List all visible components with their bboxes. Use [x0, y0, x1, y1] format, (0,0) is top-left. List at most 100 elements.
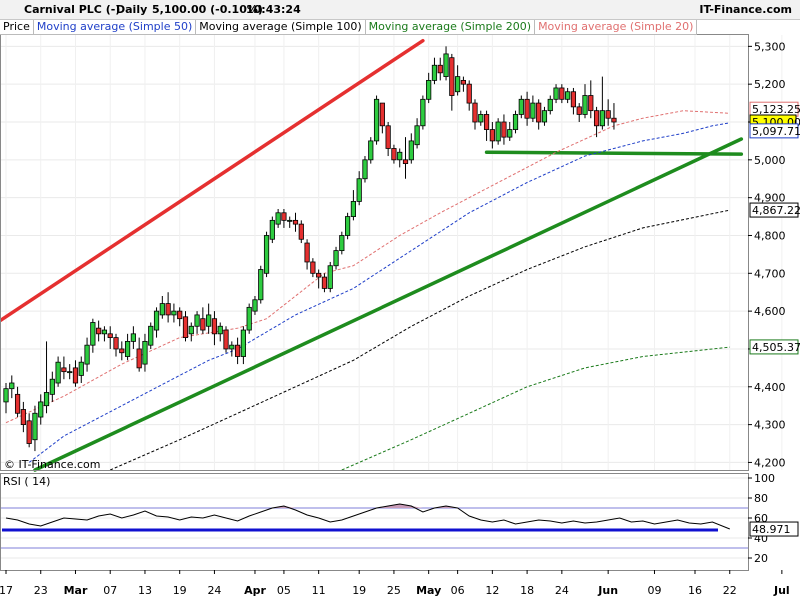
- legend-sma-200[interactable]: Moving average (Simple 200): [365, 20, 536, 35]
- candle-body: [107, 333, 113, 339]
- candle-body: [159, 303, 165, 316]
- trend-lines: [0, 38, 744, 472]
- candle-body: [611, 117, 617, 123]
- candle-body: [32, 412, 38, 441]
- candle-body: [472, 102, 478, 123]
- candle-body: [379, 102, 385, 127]
- value-tag-label: 5,123.25: [752, 103, 800, 116]
- candle-body: [96, 327, 102, 335]
- candle-body: [316, 272, 322, 278]
- candle-body: [391, 148, 397, 161]
- candle-body: [38, 401, 44, 418]
- candle-body: [55, 361, 61, 384]
- candle-body: [188, 325, 194, 335]
- candle-body: [240, 329, 246, 357]
- candle-body: [200, 318, 206, 331]
- time-tick-label: 12: [485, 584, 499, 597]
- candle-body: [460, 79, 467, 85]
- candle-body: [483, 114, 490, 130]
- candle-body: [153, 310, 160, 331]
- candle-body: [67, 371, 73, 374]
- time-tick-label: 05: [277, 584, 291, 597]
- price-tick-label: 4,700: [754, 267, 786, 280]
- clock: 10:43:24: [246, 3, 301, 16]
- legend-sma-100[interactable]: Moving average (Simple 100): [196, 20, 366, 35]
- candle-body: [605, 110, 611, 119]
- candle-body: [9, 382, 15, 390]
- candle-body: [350, 201, 357, 217]
- candle-body: [14, 393, 21, 414]
- time-tick-label: 25: [387, 584, 401, 597]
- candle-body: [3, 388, 9, 403]
- candle-body: [437, 64, 443, 74]
- candle-body: [524, 98, 530, 119]
- candle-body: [124, 340, 131, 357]
- candle-body: [136, 348, 142, 369]
- candle-body: [310, 261, 316, 274]
- candle-body: [512, 114, 519, 130]
- time-tick-label: 06: [451, 584, 465, 597]
- candle-body: [576, 106, 582, 115]
- candle-body: [113, 337, 119, 350]
- value-tags: 5,123.255,100.005,097.714,867.224,505.37…: [749, 101, 800, 537]
- price-tick-label: 4,900: [754, 192, 786, 205]
- legend-sma-20[interactable]: Moving average (Simple 20): [535, 20, 698, 35]
- candle-body: [373, 98, 380, 142]
- candle-body: [362, 159, 368, 180]
- rsi-value-tag-label: 48.971: [752, 523, 791, 536]
- sma-50-line: [28, 122, 730, 463]
- candle-body: [333, 250, 339, 267]
- time-tick-label: Apr: [244, 584, 266, 597]
- candle-body: [258, 269, 264, 301]
- period-label: Daily: [116, 3, 148, 16]
- time-tick-label: 13: [138, 584, 152, 597]
- candle-body: [431, 64, 438, 81]
- candle-body: [530, 102, 536, 119]
- time-tick-label: 24: [207, 584, 221, 597]
- candle-body: [269, 219, 275, 240]
- sma-100-line: [110, 209, 730, 471]
- candle-body: [165, 303, 171, 316]
- time-tick-label: Mar: [64, 584, 88, 597]
- rsi-label: RSI ( 14): [3, 475, 50, 488]
- legend-price[interactable]: Price: [0, 20, 34, 35]
- rsi-gridlines: [0, 477, 748, 559]
- candle-body: [20, 409, 26, 426]
- candle-body: [565, 91, 571, 100]
- candle-body: [443, 53, 449, 78]
- candle-body: [148, 325, 154, 346]
- rsi-tick-label: 80: [754, 492, 768, 505]
- candle-body: [501, 121, 507, 138]
- candle-body: [246, 306, 252, 331]
- candle-body: [420, 98, 426, 127]
- candle-body: [84, 344, 90, 365]
- candle-body: [49, 378, 55, 395]
- legend: Price Moving average (Simple 50) Moving av…: [0, 20, 698, 35]
- candle-body: [408, 140, 414, 161]
- candle-body: [321, 276, 328, 289]
- time-tick-label: May: [416, 584, 441, 597]
- candlesticks: [3, 46, 617, 452]
- time-tick-label: 23: [34, 584, 48, 597]
- candle-body: [478, 114, 484, 123]
- rsi-overbought-fill: [272, 504, 458, 508]
- candle-body: [455, 76, 461, 93]
- price-tick-label: 4,800: [754, 229, 786, 242]
- candle-body: [217, 325, 223, 335]
- time-tick-label: 17: [0, 584, 13, 597]
- time-tick-label: Jun: [597, 584, 618, 597]
- brand-name: IT-Finance.com: [699, 3, 792, 16]
- value-tag-label: 4,867.22: [752, 204, 800, 217]
- candle-body: [559, 87, 565, 100]
- candle-body: [206, 314, 212, 327]
- value-tag-box: [749, 202, 799, 218]
- value-tag-label: 4,505.37: [752, 341, 800, 354]
- trend-line: [0, 38, 425, 323]
- legend-sma-50[interactable]: Moving average (Simple 50): [33, 20, 197, 35]
- title-bar: Carnival PLC (-) Daily 5,100.00 (-0.10%)…: [0, 0, 800, 20]
- rsi-plot: [2, 503, 730, 532]
- candle-body: [304, 242, 310, 263]
- candle-body: [61, 367, 67, 373]
- candle-body: [72, 367, 79, 384]
